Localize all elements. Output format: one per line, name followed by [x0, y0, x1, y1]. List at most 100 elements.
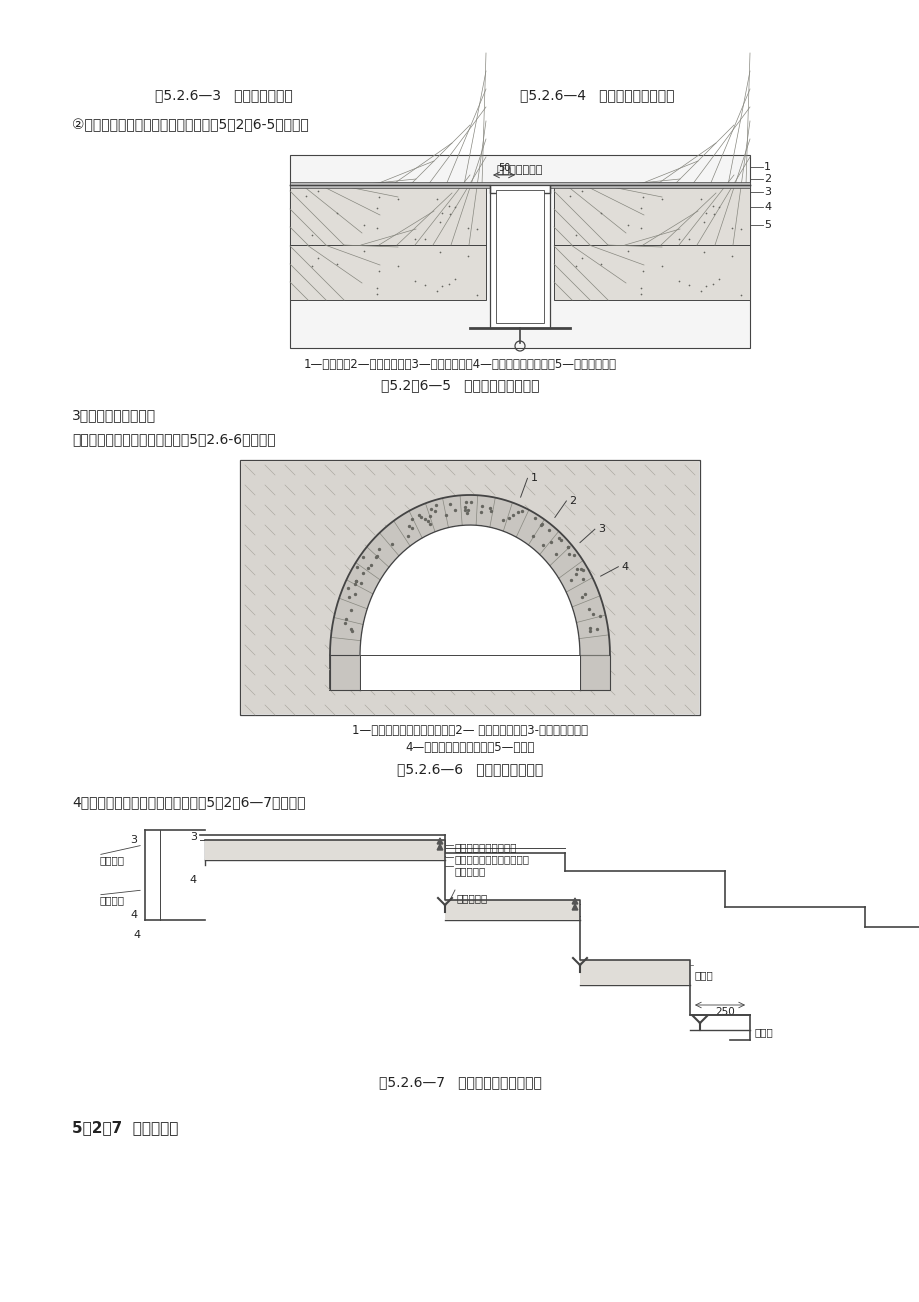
Point: [417, 509, 432, 530]
Bar: [289, 182, 749, 187]
Point: [561, 536, 575, 557]
Text: 1—内衬砌自防水钢筋混凝土；2— 喷涂防水涂料；3-无纺布缓冲层；: 1—内衬砌自防水钢筋混凝土；2— 喷涂防水涂料；3-无纺布缓冲层；: [352, 724, 587, 737]
Text: 密封材料: 密封材料: [100, 894, 125, 905]
Point: [619, 241, 634, 262]
Bar: [553, 185, 749, 245]
Text: 图5.2．6—5   厕浴间地漏防水处理: 图5.2．6—5 厕浴间地漏防水处理: [380, 378, 539, 392]
Point: [441, 195, 456, 216]
Polygon shape: [330, 495, 609, 655]
Point: [562, 185, 577, 206]
Point: [574, 181, 589, 202]
Point: [711, 197, 726, 217]
Point: [553, 530, 568, 551]
Point: [311, 247, 325, 268]
Point: [541, 519, 556, 540]
Point: [344, 600, 358, 621]
Point: [534, 514, 549, 535]
Point: [561, 536, 575, 557]
Text: 5。2．7  检查与修补: 5。2．7 检查与修补: [72, 1120, 178, 1135]
Polygon shape: [572, 898, 577, 904]
Point: [391, 256, 405, 277]
Bar: [579, 960, 689, 986]
Text: 附加层: 附加层: [694, 970, 713, 980]
Point: [401, 526, 415, 547]
Point: [543, 531, 558, 552]
Point: [577, 583, 592, 604]
Text: 250: 250: [714, 1006, 734, 1017]
Point: [356, 214, 370, 234]
Point: [733, 219, 748, 240]
Point: [573, 559, 587, 579]
Point: [460, 246, 475, 267]
Polygon shape: [359, 525, 579, 655]
Point: [438, 505, 453, 526]
Text: 3: 3: [597, 525, 604, 534]
Point: [432, 242, 447, 263]
Point: [432, 211, 447, 232]
Point: [696, 242, 710, 263]
Point: [423, 505, 437, 526]
Text: 密封材料: 密封材料: [100, 855, 125, 865]
Point: [407, 271, 422, 292]
Point: [369, 546, 384, 566]
Point: [371, 186, 386, 207]
Point: [593, 254, 607, 275]
Point: [514, 500, 528, 521]
Point: [574, 560, 589, 581]
Point: [338, 608, 353, 629]
Point: [341, 587, 356, 608]
Point: [593, 203, 607, 224]
Bar: [205, 840, 445, 861]
Point: [581, 599, 596, 620]
Point: [693, 189, 708, 210]
Text: 3）隧道防水细部构造: 3）隧道防水细部构造: [72, 408, 156, 422]
Text: 4—初期支护喷锚混凝土；5—止水带: 4—初期支护喷锚混凝土；5—止水带: [405, 741, 534, 754]
Point: [681, 275, 696, 296]
Text: 4．体育场馆看台细部做法应符合图5。2。6—7的要求。: 4．体育场馆看台细部做法应符合图5。2。6—7的要求。: [72, 796, 305, 809]
Point: [566, 544, 581, 565]
Text: ②、厕浴间地漏防水构造做法应符合图5。2。6-5的要求。: ②、厕浴间地漏防水构造做法应符合图5。2。6-5的要求。: [72, 118, 309, 132]
Point: [568, 564, 583, 585]
Text: 50: 50: [497, 163, 510, 173]
Point: [340, 577, 355, 598]
Point: [442, 493, 457, 514]
Point: [354, 573, 369, 594]
Point: [402, 516, 416, 536]
Point: [582, 617, 596, 638]
Point: [304, 225, 319, 246]
Point: [337, 613, 352, 634]
Point: [391, 189, 405, 210]
Point: [494, 509, 509, 530]
Point: [574, 247, 589, 268]
Point: [329, 203, 344, 224]
Point: [442, 203, 457, 224]
Point: [548, 543, 562, 564]
Point: [459, 491, 473, 512]
Point: [510, 501, 525, 522]
Text: 3: 3: [763, 187, 770, 197]
Point: [589, 618, 604, 639]
Point: [404, 518, 419, 539]
Point: [633, 284, 648, 305]
Point: [528, 508, 542, 529]
Point: [356, 547, 370, 568]
Point: [698, 275, 712, 296]
Point: [474, 496, 489, 517]
Point: [705, 273, 720, 294]
Point: [633, 198, 648, 219]
Point: [363, 555, 378, 575]
Point: [347, 573, 362, 594]
Text: 图5.2.6—4   厕浴间套管防水处理: 图5.2.6—4 厕浴间套管防水处理: [519, 89, 674, 102]
Text: 4: 4: [620, 561, 628, 572]
Point: [369, 198, 384, 219]
Polygon shape: [437, 844, 442, 850]
Text: 隧道防水工程构造做法应符合图5。2.6-6的要求。: 隧道防水工程构造做法应符合图5。2.6-6的要求。: [72, 432, 276, 447]
Point: [348, 570, 363, 591]
Point: [356, 562, 370, 583]
Bar: [359, 655, 579, 690]
Point: [733, 284, 748, 305]
Bar: [241, 461, 698, 713]
Point: [360, 557, 375, 578]
Point: [345, 621, 359, 642]
Text: 喷涂聚脲弹性防水涂膜: 喷涂聚脲弹性防水涂膜: [455, 842, 517, 852]
